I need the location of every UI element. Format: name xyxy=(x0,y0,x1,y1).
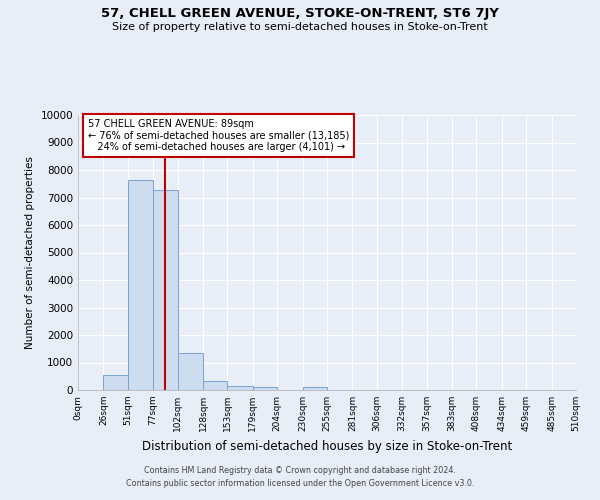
Bar xyxy=(103,375,128,390)
Bar xyxy=(302,387,327,390)
Bar xyxy=(253,387,277,390)
Text: Size of property relative to semi-detached houses in Stoke-on-Trent: Size of property relative to semi-detach… xyxy=(112,22,488,32)
Text: 57 CHELL GREEN AVENUE: 89sqm
← 76% of semi-detached houses are smaller (13,185)
: 57 CHELL GREEN AVENUE: 89sqm ← 76% of se… xyxy=(88,119,349,152)
Y-axis label: Number of semi-detached properties: Number of semi-detached properties xyxy=(25,156,35,349)
Bar xyxy=(128,180,153,390)
X-axis label: Distribution of semi-detached houses by size in Stoke-on-Trent: Distribution of semi-detached houses by … xyxy=(142,440,512,452)
Bar xyxy=(203,381,227,390)
Text: Contains HM Land Registry data © Crown copyright and database right 2024.
Contai: Contains HM Land Registry data © Crown c… xyxy=(126,466,474,487)
Bar xyxy=(227,386,253,390)
Bar xyxy=(153,190,178,390)
Text: 57, CHELL GREEN AVENUE, STOKE-ON-TRENT, ST6 7JY: 57, CHELL GREEN AVENUE, STOKE-ON-TRENT, … xyxy=(101,8,499,20)
Bar xyxy=(178,354,203,390)
